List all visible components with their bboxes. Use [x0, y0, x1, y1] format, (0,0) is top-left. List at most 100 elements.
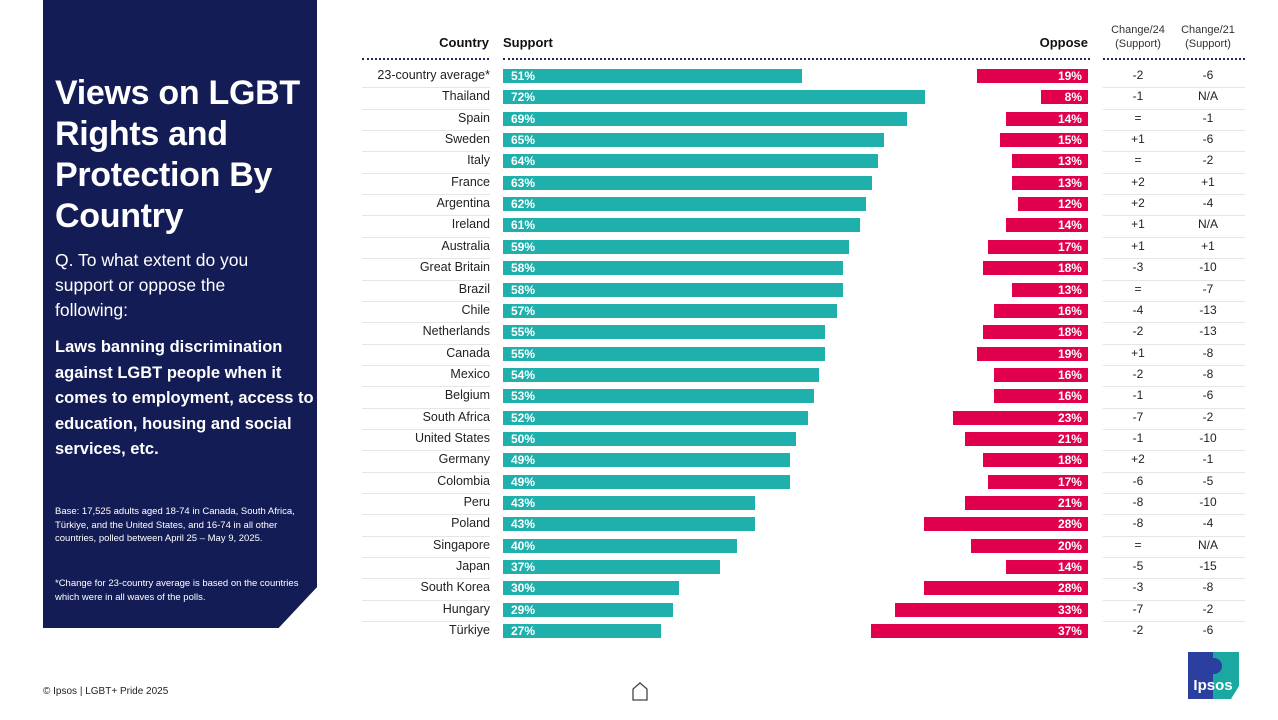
row-divider	[1103, 493, 1245, 494]
oppose-value-label: 21%	[1057, 496, 1082, 510]
row-divider	[1103, 364, 1245, 366]
row-divider	[362, 151, 490, 153]
change24-value: +1	[1131, 132, 1145, 147]
support-value-label: 53%	[511, 389, 536, 404]
oppose-bar: 18%	[982, 453, 1088, 468]
support-value-label: 57%	[511, 303, 536, 318]
footnote: *Change for 23-country average is based …	[55, 578, 299, 603]
support-bar: 59%	[503, 239, 849, 254]
change21-value: -10	[1199, 430, 1217, 445]
row-divider	[1103, 300, 1245, 302]
support-bar: 27%	[503, 624, 662, 639]
row-divider	[362, 386, 490, 388]
row-divider	[362, 407, 490, 409]
support-value-label: 63%	[511, 175, 536, 190]
support-value-label: 43%	[511, 496, 536, 510]
change21-value: N/A	[1197, 89, 1218, 104]
row-divider	[1103, 578, 1245, 580]
support-bar: 65%	[503, 133, 884, 148]
oppose-bar: 13%	[1011, 175, 1088, 190]
row-divider	[362, 621, 490, 623]
oppose-value-label: 18%	[1057, 453, 1082, 468]
change21-value: -8	[1202, 580, 1214, 595]
oppose-bar: 14%	[1005, 218, 1088, 233]
oppose-value-label: 15%	[1057, 133, 1082, 148]
change21-value: -6	[1202, 623, 1214, 638]
change24-value: -6	[1132, 473, 1144, 488]
support-bar: 51%	[503, 69, 802, 83]
support-bar: 57%	[503, 303, 838, 318]
oppose-value-label: 14%	[1057, 560, 1082, 575]
change21-value: -13	[1199, 324, 1217, 339]
oppose-value-label: 16%	[1057, 303, 1082, 318]
support-value-label: 49%	[511, 474, 536, 489]
row-divider	[362, 130, 490, 132]
row-divider	[1103, 215, 1245, 217]
header-divider-changes	[1103, 58, 1245, 60]
oppose-value-label: 23%	[1057, 410, 1082, 425]
row-divider	[362, 578, 490, 580]
row-divider	[1103, 386, 1245, 388]
row-divider	[1103, 450, 1245, 452]
ipsos-logo: Ipsos	[1188, 652, 1239, 699]
row-divider	[362, 514, 490, 516]
oppose-value-label: 21%	[1057, 431, 1082, 446]
support-bar: 37%	[503, 560, 720, 575]
oppose-bar: 17%	[988, 239, 1088, 254]
change24-value: -1	[1132, 388, 1144, 403]
row-divider	[362, 322, 490, 324]
header-change21-line2: (Support)	[1185, 38, 1231, 50]
row-divider	[362, 108, 490, 110]
title-panel: Views on LGBT Rights and Protection By C…	[43, 0, 317, 628]
support-value-label: 59%	[511, 239, 536, 254]
row-divider	[1103, 535, 1245, 537]
home-icon[interactable]	[631, 681, 649, 701]
header-divider-country	[362, 58, 489, 60]
oppose-value-label: 19%	[1057, 346, 1082, 361]
oppose-bar: 21%	[964, 496, 1088, 510]
oppose-bar: 23%	[953, 410, 1088, 425]
change21-value: -2	[1202, 601, 1214, 616]
country-label: Australia	[441, 238, 490, 253]
oppose-bar: 19%	[976, 69, 1088, 83]
oppose-bar: 18%	[982, 325, 1088, 340]
change24-value: -2	[1132, 324, 1144, 339]
change21-value: N/A	[1197, 217, 1218, 232]
oppose-bar: 12%	[1017, 197, 1088, 212]
oppose-value-label: 14%	[1057, 218, 1082, 233]
change24-value: =	[1134, 153, 1142, 168]
oppose-bar: 13%	[1011, 282, 1088, 297]
row-divider	[1103, 130, 1245, 132]
change24-value: -1	[1132, 89, 1144, 104]
change24-value: -8	[1132, 495, 1144, 509]
row-divider	[362, 300, 490, 302]
change21-value: -6	[1202, 388, 1214, 403]
support-bar: 40%	[503, 538, 738, 553]
country-label: France	[451, 174, 490, 189]
row-divider	[1103, 258, 1245, 260]
oppose-bar: 16%	[994, 389, 1088, 404]
oppose-value-label: 28%	[1057, 581, 1082, 596]
row-divider	[362, 428, 490, 430]
support-bar: 62%	[503, 197, 867, 212]
survey-question: Q. To what extent do you support or oppo…	[55, 250, 249, 320]
oppose-value-label: 17%	[1057, 239, 1082, 254]
oppose-value-label: 18%	[1057, 325, 1082, 340]
support-bar: 61%	[503, 218, 861, 233]
country-label: Great Britain	[419, 260, 490, 275]
support-bar: 29%	[503, 602, 673, 617]
header-country: Country	[439, 35, 489, 50]
oppose-value-label: 33%	[1057, 602, 1082, 617]
row-divider	[1103, 407, 1245, 409]
row-divider	[1103, 194, 1245, 196]
header-oppose: Oppose	[1039, 35, 1088, 50]
support-bar: 54%	[503, 367, 820, 382]
header-change21-line1: Change/21	[1181, 24, 1235, 36]
change24-value: -7	[1132, 409, 1144, 424]
oppose-bar: 21%	[964, 431, 1088, 446]
change21-value: N/A	[1197, 537, 1218, 552]
support-value-label: 29%	[511, 602, 536, 617]
change24-value: +2	[1131, 452, 1145, 467]
support-value-label: 65%	[511, 133, 536, 148]
change24-value: -5	[1132, 559, 1144, 574]
